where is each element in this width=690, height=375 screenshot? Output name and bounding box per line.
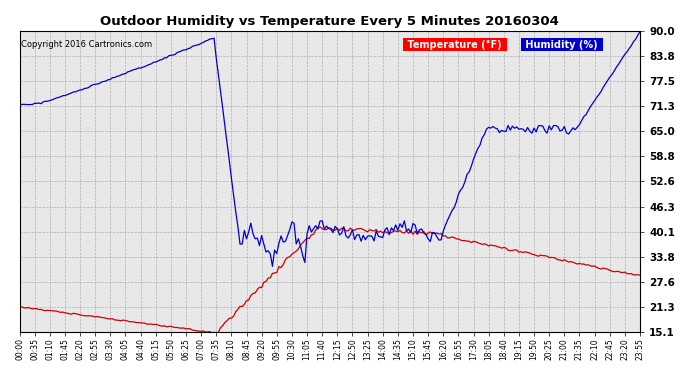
Text: Humidity (%): Humidity (%) [522, 40, 601, 50]
Text: Temperature (°F): Temperature (°F) [404, 40, 505, 50]
Text: Copyright 2016 Cartronics.com: Copyright 2016 Cartronics.com [21, 40, 152, 49]
Title: Outdoor Humidity vs Temperature Every 5 Minutes 20160304: Outdoor Humidity vs Temperature Every 5 … [100, 15, 559, 28]
